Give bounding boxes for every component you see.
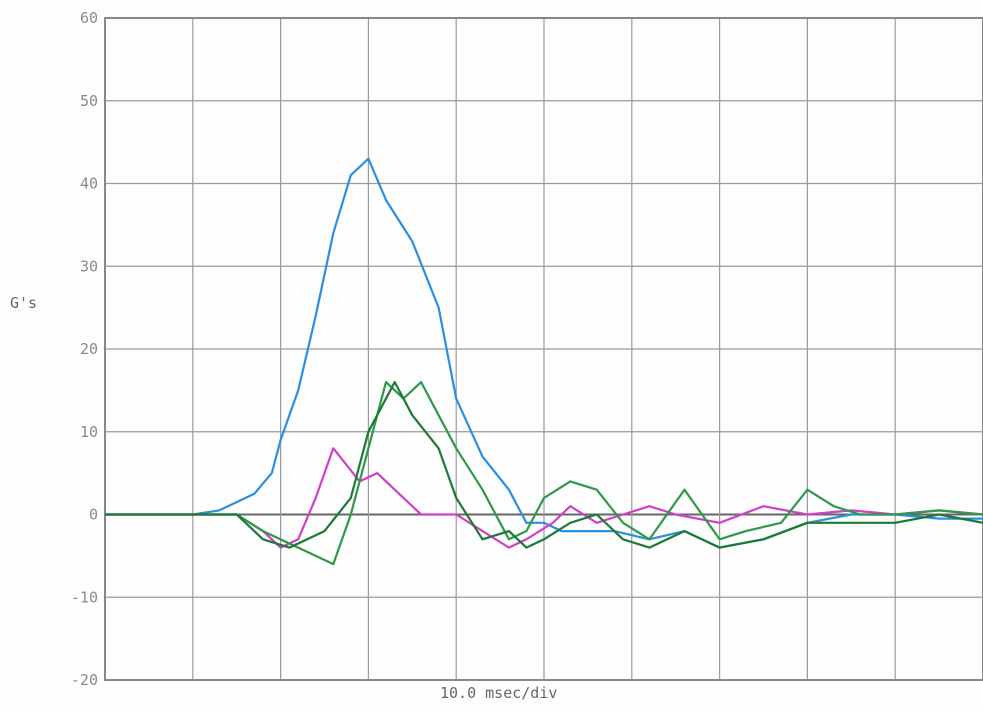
y-tick-label: 10 [80,423,98,441]
series-line [105,381,983,566]
y-tick-label: 60 [80,9,98,27]
series-line [105,381,983,549]
y-tick-label: -10 [71,588,98,606]
y-axis-label: G's [10,294,37,312]
y-tick-label: -20 [71,671,98,689]
y-tick-label: 0 [89,506,98,524]
chart-grid [104,17,983,681]
series-layer [105,157,983,566]
y-tick-label: 40 [80,175,98,193]
series-line [105,447,983,549]
x-axis-label: 10.0 msec/div [440,684,557,702]
y-tick-labels: 60 50 40 30 20 10 0 -10 -20 [71,9,98,689]
plot-frame [104,17,983,681]
y-tick-label: 30 [80,257,98,275]
y-tick-label: 20 [80,340,98,358]
y-tick-label: 50 [80,92,98,110]
